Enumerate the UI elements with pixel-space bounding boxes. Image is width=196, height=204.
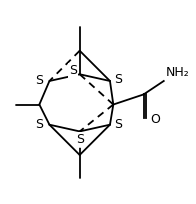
Text: S: S <box>35 118 43 131</box>
Text: O: O <box>150 113 160 126</box>
Text: S: S <box>76 133 84 146</box>
Text: S: S <box>69 64 77 77</box>
Text: NH₂: NH₂ <box>165 66 189 79</box>
Text: S: S <box>114 118 122 131</box>
Text: S: S <box>35 74 43 88</box>
Text: S: S <box>114 73 122 86</box>
